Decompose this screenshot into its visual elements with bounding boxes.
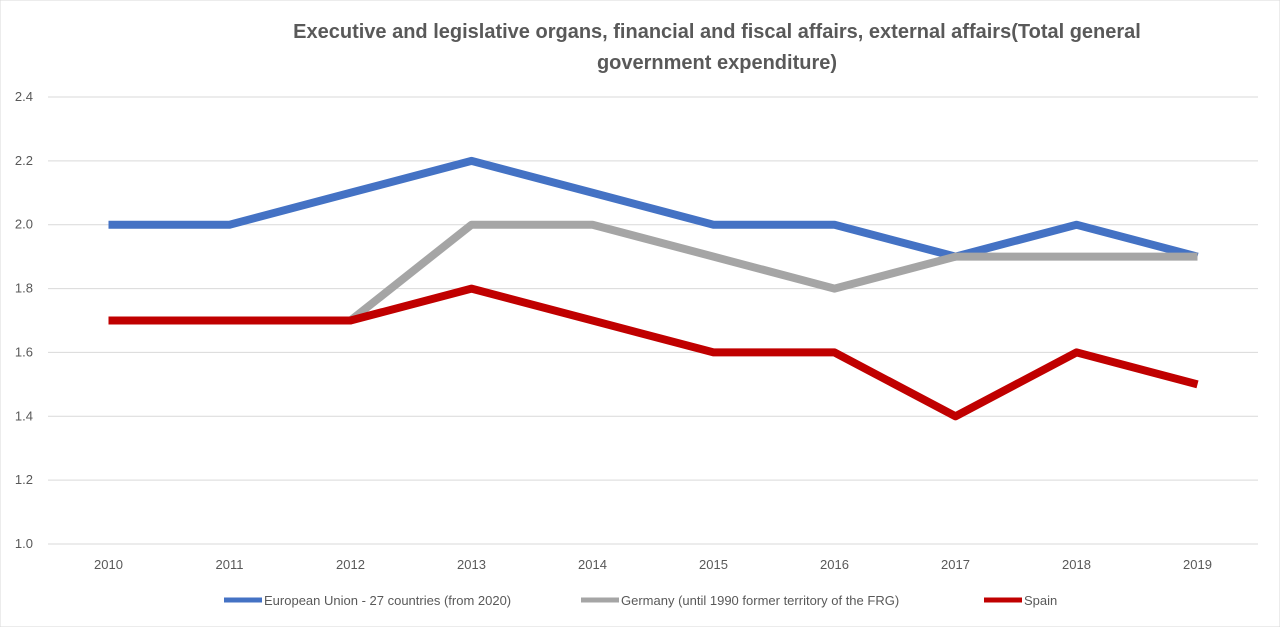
x-tick-label: 2016 bbox=[820, 557, 849, 572]
chart-title-line-2: government expenditure) bbox=[597, 52, 837, 74]
y-tick-label: 1.0 bbox=[15, 536, 33, 551]
y-tick-label: 1.6 bbox=[15, 344, 33, 359]
x-tick-label: 2019 bbox=[1183, 557, 1212, 572]
legend-label-3: Spain bbox=[1024, 593, 1057, 608]
legend-label-1: European Union - 27 countries (from 2020… bbox=[264, 593, 511, 608]
legend-label-2: Germany (until 1990 former territory of … bbox=[621, 593, 899, 608]
gridlines bbox=[48, 96, 1258, 545]
x-tick-label: 2012 bbox=[336, 557, 365, 572]
y-tick-label: 2.0 bbox=[15, 217, 33, 232]
x-tick-label: 2017 bbox=[941, 557, 970, 572]
chart-title-line-1: Executive and legislative organs, financ… bbox=[293, 21, 1141, 43]
x-tick-label: 2018 bbox=[1062, 557, 1091, 572]
x-tick-label: 2011 bbox=[216, 557, 244, 572]
y-tick-label: 2.4 bbox=[15, 89, 33, 104]
y-tick-label: 1.4 bbox=[15, 408, 33, 423]
series-lines bbox=[108, 156, 1199, 421]
x-tick-label: 2015 bbox=[699, 557, 728, 572]
series-line-1 bbox=[108, 156, 1199, 261]
y-tick-label: 1.8 bbox=[15, 281, 33, 296]
x-tick-label: 2010 bbox=[94, 557, 123, 572]
y-tick-label: 2.2 bbox=[15, 153, 33, 168]
x-tick-label: 2013 bbox=[457, 557, 486, 572]
series-line-3 bbox=[108, 284, 1199, 421]
x-tick-label: 2014 bbox=[578, 557, 607, 572]
y-tick-label: 1.2 bbox=[15, 472, 33, 487]
legend: European Union - 27 countries (from 2020… bbox=[224, 593, 1057, 608]
x-axis-ticks: 2010 2011 2012 2013 2014 2015 2016 2017 2018 2019 bbox=[94, 557, 1212, 572]
y-axis-ticks: 1.0 1.2 1.4 1.6 1.8 2.0 2.2 2.4 bbox=[15, 89, 33, 551]
